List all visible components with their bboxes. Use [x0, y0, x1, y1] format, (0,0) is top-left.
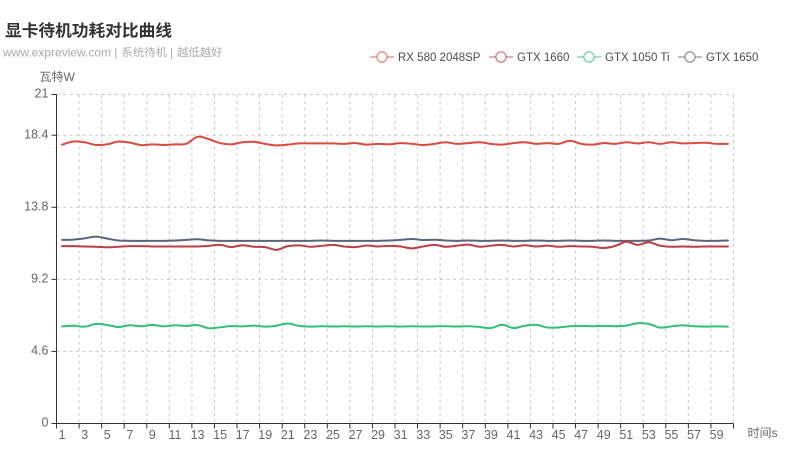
svg-text:51: 51	[619, 428, 633, 442]
svg-text:37: 37	[461, 428, 475, 442]
svg-text:9.2: 9.2	[31, 271, 48, 285]
svg-text:GTX 1650: GTX 1650	[706, 52, 758, 64]
svg-text:s: s	[772, 426, 778, 440]
svg-text:21: 21	[35, 87, 49, 101]
svg-text:1: 1	[59, 428, 66, 442]
svg-text:31: 31	[394, 428, 408, 442]
svg-text:39: 39	[484, 428, 498, 442]
svg-text:5: 5	[104, 428, 111, 442]
svg-text:0: 0	[42, 416, 49, 430]
svg-text:57: 57	[687, 428, 701, 442]
svg-text:59: 59	[710, 428, 724, 442]
svg-text:21: 21	[281, 428, 295, 442]
svg-text:W: W	[64, 70, 76, 84]
svg-text:|: |	[170, 46, 173, 60]
svg-text:29: 29	[371, 428, 385, 442]
svg-text:53: 53	[642, 428, 656, 442]
svg-text:43: 43	[529, 428, 543, 442]
svg-text:25: 25	[326, 428, 340, 442]
svg-text:3: 3	[81, 428, 88, 442]
svg-text:27: 27	[349, 428, 363, 442]
svg-text:11: 11	[168, 428, 181, 442]
svg-text:35: 35	[439, 428, 453, 442]
svg-text:GTX 1660: GTX 1660	[517, 52, 569, 64]
svg-text:13.8: 13.8	[24, 199, 48, 213]
svg-text:www.expreview.com: www.expreview.com	[2, 46, 111, 60]
svg-text:7: 7	[126, 428, 133, 442]
svg-text:55: 55	[664, 428, 678, 442]
svg-text:45: 45	[552, 428, 566, 442]
svg-text:13: 13	[191, 428, 205, 442]
svg-text:15: 15	[213, 428, 227, 442]
svg-text:19: 19	[258, 428, 272, 442]
svg-text:41: 41	[507, 428, 521, 442]
svg-text:49: 49	[597, 428, 611, 442]
svg-text:GTX 1050 Ti: GTX 1050 Ti	[605, 52, 670, 64]
svg-text:33: 33	[416, 428, 430, 442]
svg-text:9: 9	[149, 428, 156, 442]
svg-text:|: |	[114, 46, 117, 60]
svg-text:4.6: 4.6	[31, 344, 48, 358]
svg-text:17: 17	[236, 428, 250, 442]
svg-text:47: 47	[574, 428, 588, 442]
svg-text:23: 23	[303, 428, 317, 442]
svg-text:18.4: 18.4	[24, 127, 48, 141]
svg-text:RX 580 2048SP: RX 580 2048SP	[398, 52, 481, 64]
